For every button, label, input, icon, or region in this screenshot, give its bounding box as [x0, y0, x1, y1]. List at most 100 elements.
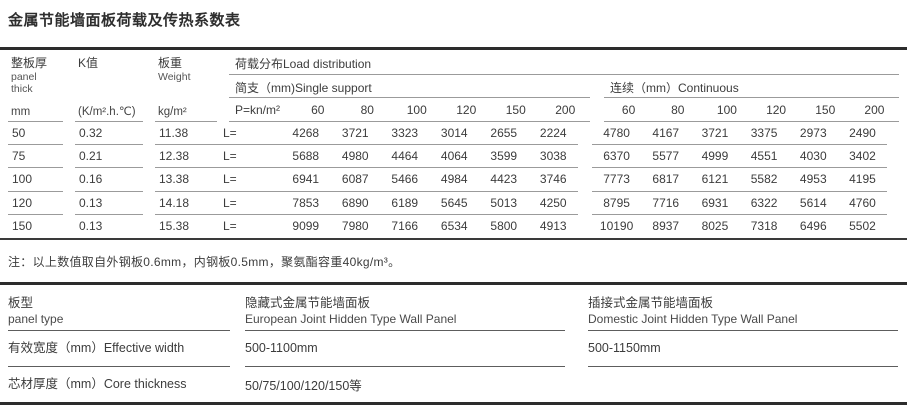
cell-k: 0.32 [75, 122, 143, 146]
single-values: L= 9099 7980 7166 6534 5800 4913 [217, 215, 578, 238]
span-col-header: 60 [621, 102, 636, 117]
continuous-value: 3402 [849, 149, 876, 164]
continuous-value: 6370 [603, 149, 630, 164]
single-value: 7853 [292, 195, 320, 210]
single-value: 4250 [539, 195, 567, 210]
span-col-header: 100 [406, 102, 427, 117]
single-value: 6087 [341, 172, 369, 187]
effective-width-label: 有效宽度（mm）Effective width [8, 331, 230, 367]
continuous-value: 7318 [750, 219, 778, 234]
continuous-value: 4760 [849, 195, 876, 210]
continuous-value: 5502 [849, 219, 876, 234]
continuous-value: 4999 [701, 149, 729, 164]
effective-width-row: 有效宽度（mm）Effective width 500-1100mm 500-1… [8, 331, 907, 367]
cell-k: 0.16 [75, 168, 143, 192]
continuous-value: 5577 [652, 149, 680, 164]
cell-k: 0.13 [75, 192, 143, 215]
continuous-values: 4780 4167 3721 3375 2973 2490 [592, 122, 887, 146]
single-value: 5466 [391, 172, 419, 187]
cell-weight: 12.38 [155, 145, 217, 169]
span-col-header: 200 [864, 102, 885, 117]
panel-info-table: 板型 panel type 隐藏式金属节能墙面板 European Joint … [0, 285, 907, 402]
cell-weight: 11.38 [155, 122, 217, 146]
single-value: 9099 [292, 219, 320, 234]
cell-thick: 150 [12, 219, 33, 234]
continuous-value: 7773 [603, 172, 630, 187]
cell-thick: 75 [8, 145, 63, 169]
hidden-type-panel-en: European Joint Hidden Type Wall Panel [245, 311, 457, 326]
continuous-value: 6817 [652, 172, 680, 187]
single-value: 4464 [391, 149, 419, 164]
header-k-value: K值 (K/m².h.℃) [75, 50, 143, 122]
continuous-value: 6496 [799, 219, 827, 234]
single-values: L= 4268 3721 3323 3014 2655 2224 [217, 122, 578, 146]
continuous-value: 4195 [849, 172, 876, 187]
l-label: L= [223, 149, 237, 164]
core-thickness-plug [588, 367, 898, 402]
single-values: L= 7853 6890 6189 5645 5013 4250 [217, 192, 578, 215]
continuous-value: 5582 [750, 172, 778, 187]
continuous-value: 5614 [799, 195, 827, 210]
continuous-value: 6121 [701, 172, 729, 187]
single-value: 5688 [292, 149, 320, 164]
continuous-values: 7773 6817 6121 5582 4953 4195 [592, 168, 887, 192]
header-panel-weight-zh: 板重 [158, 56, 183, 70]
l-label: L= [223, 219, 237, 234]
continuous-values: 6370 5577 4999 4551 4030 3402 [592, 145, 887, 169]
span-col-header: 80 [360, 102, 374, 117]
table-row: 120 0.13 14.18 L= 7853 6890 6189 5645 50… [0, 192, 907, 215]
continuous-value: 2973 [799, 126, 827, 141]
continuous-value: 4030 [799, 149, 827, 164]
cell-k: 0.21 [75, 145, 143, 169]
single-value: 7980 [341, 219, 369, 234]
single-value: 5800 [490, 219, 518, 234]
hidden-type-panel: 隐藏式金属节能墙面板 European Joint Hidden Type Wa… [245, 285, 565, 331]
single-value: 3746 [539, 172, 567, 187]
continuous-value: 6322 [750, 195, 778, 210]
single-value: 3323 [391, 126, 419, 141]
continuous-value: 3721 [701, 126, 729, 141]
single-values: L= 6941 6087 5466 4984 4423 3746 [217, 168, 578, 192]
cell-weight: 15.38 [159, 219, 190, 234]
continuous-value: 10190 [599, 219, 634, 234]
effective-width-hidden: 500-1100mm [245, 331, 565, 367]
single-support-label: 简支（mm)Single support [229, 75, 590, 98]
single-value: 4268 [292, 126, 320, 141]
plug-type-panel-en: Domestic Joint Hidden Type Wall Panel [588, 311, 798, 326]
header-k-value-unit: (K/m².h.℃) [78, 106, 136, 118]
header-k-value-zh: K值 [78, 56, 99, 70]
plug-type-panel: 插接式金属节能墙面板 Domestic Joint Hidden Type Wa… [588, 285, 898, 331]
note-text: 注：以上数值取自外钢板0.6mm，内钢板0.5mm，聚氨酯容重40kg/m³。 [8, 254, 401, 269]
continuous-value: 4780 [603, 126, 630, 141]
header-panel-thick: 整板厚 panel thick mm [8, 50, 63, 122]
continuous-value: 6931 [701, 195, 729, 210]
span-col-header: 120 [766, 102, 787, 117]
span-col-header: 150 [815, 102, 836, 117]
continuous-values: 10190 8937 8025 7318 6496 5502 [592, 215, 887, 238]
span-col-header: 200 [555, 102, 576, 117]
single-value: 6890 [341, 195, 369, 210]
single-value: 6189 [391, 195, 419, 210]
effective-width-plug: 500-1150mm [588, 331, 898, 367]
single-value: 6534 [440, 219, 468, 234]
panel-type-label-en: panel type [8, 311, 64, 326]
cell-thick: 50 [8, 122, 63, 146]
continuous-value: 8025 [701, 219, 729, 234]
load-table-header: 整板厚 panel thick mm K值 (K/m².h.℃) 板重 Weig… [0, 50, 907, 122]
single-value: 5013 [490, 195, 518, 210]
single-value: 2655 [490, 126, 518, 141]
cell-weight: 13.38 [155, 168, 217, 192]
cell-weight: 14.18 [155, 192, 217, 215]
l-label: L= [223, 195, 237, 210]
continuous-label: 连续（mm）Continuous [604, 75, 899, 98]
continuous-value: 7716 [652, 195, 680, 210]
table-bottom-rule [0, 237, 907, 240]
continuous-value: 3375 [750, 126, 778, 141]
single-value: 3599 [490, 149, 518, 164]
single-value: 4064 [440, 149, 468, 164]
load-distribution-header: 荷载分布Load distribution 简支（mm)Single suppo… [229, 50, 899, 122]
header-panel-weight-unit: kg/m² [158, 106, 187, 118]
l-label: L= [223, 126, 237, 141]
continuous-value: 4551 [750, 149, 778, 164]
single-value: 3038 [539, 149, 567, 164]
